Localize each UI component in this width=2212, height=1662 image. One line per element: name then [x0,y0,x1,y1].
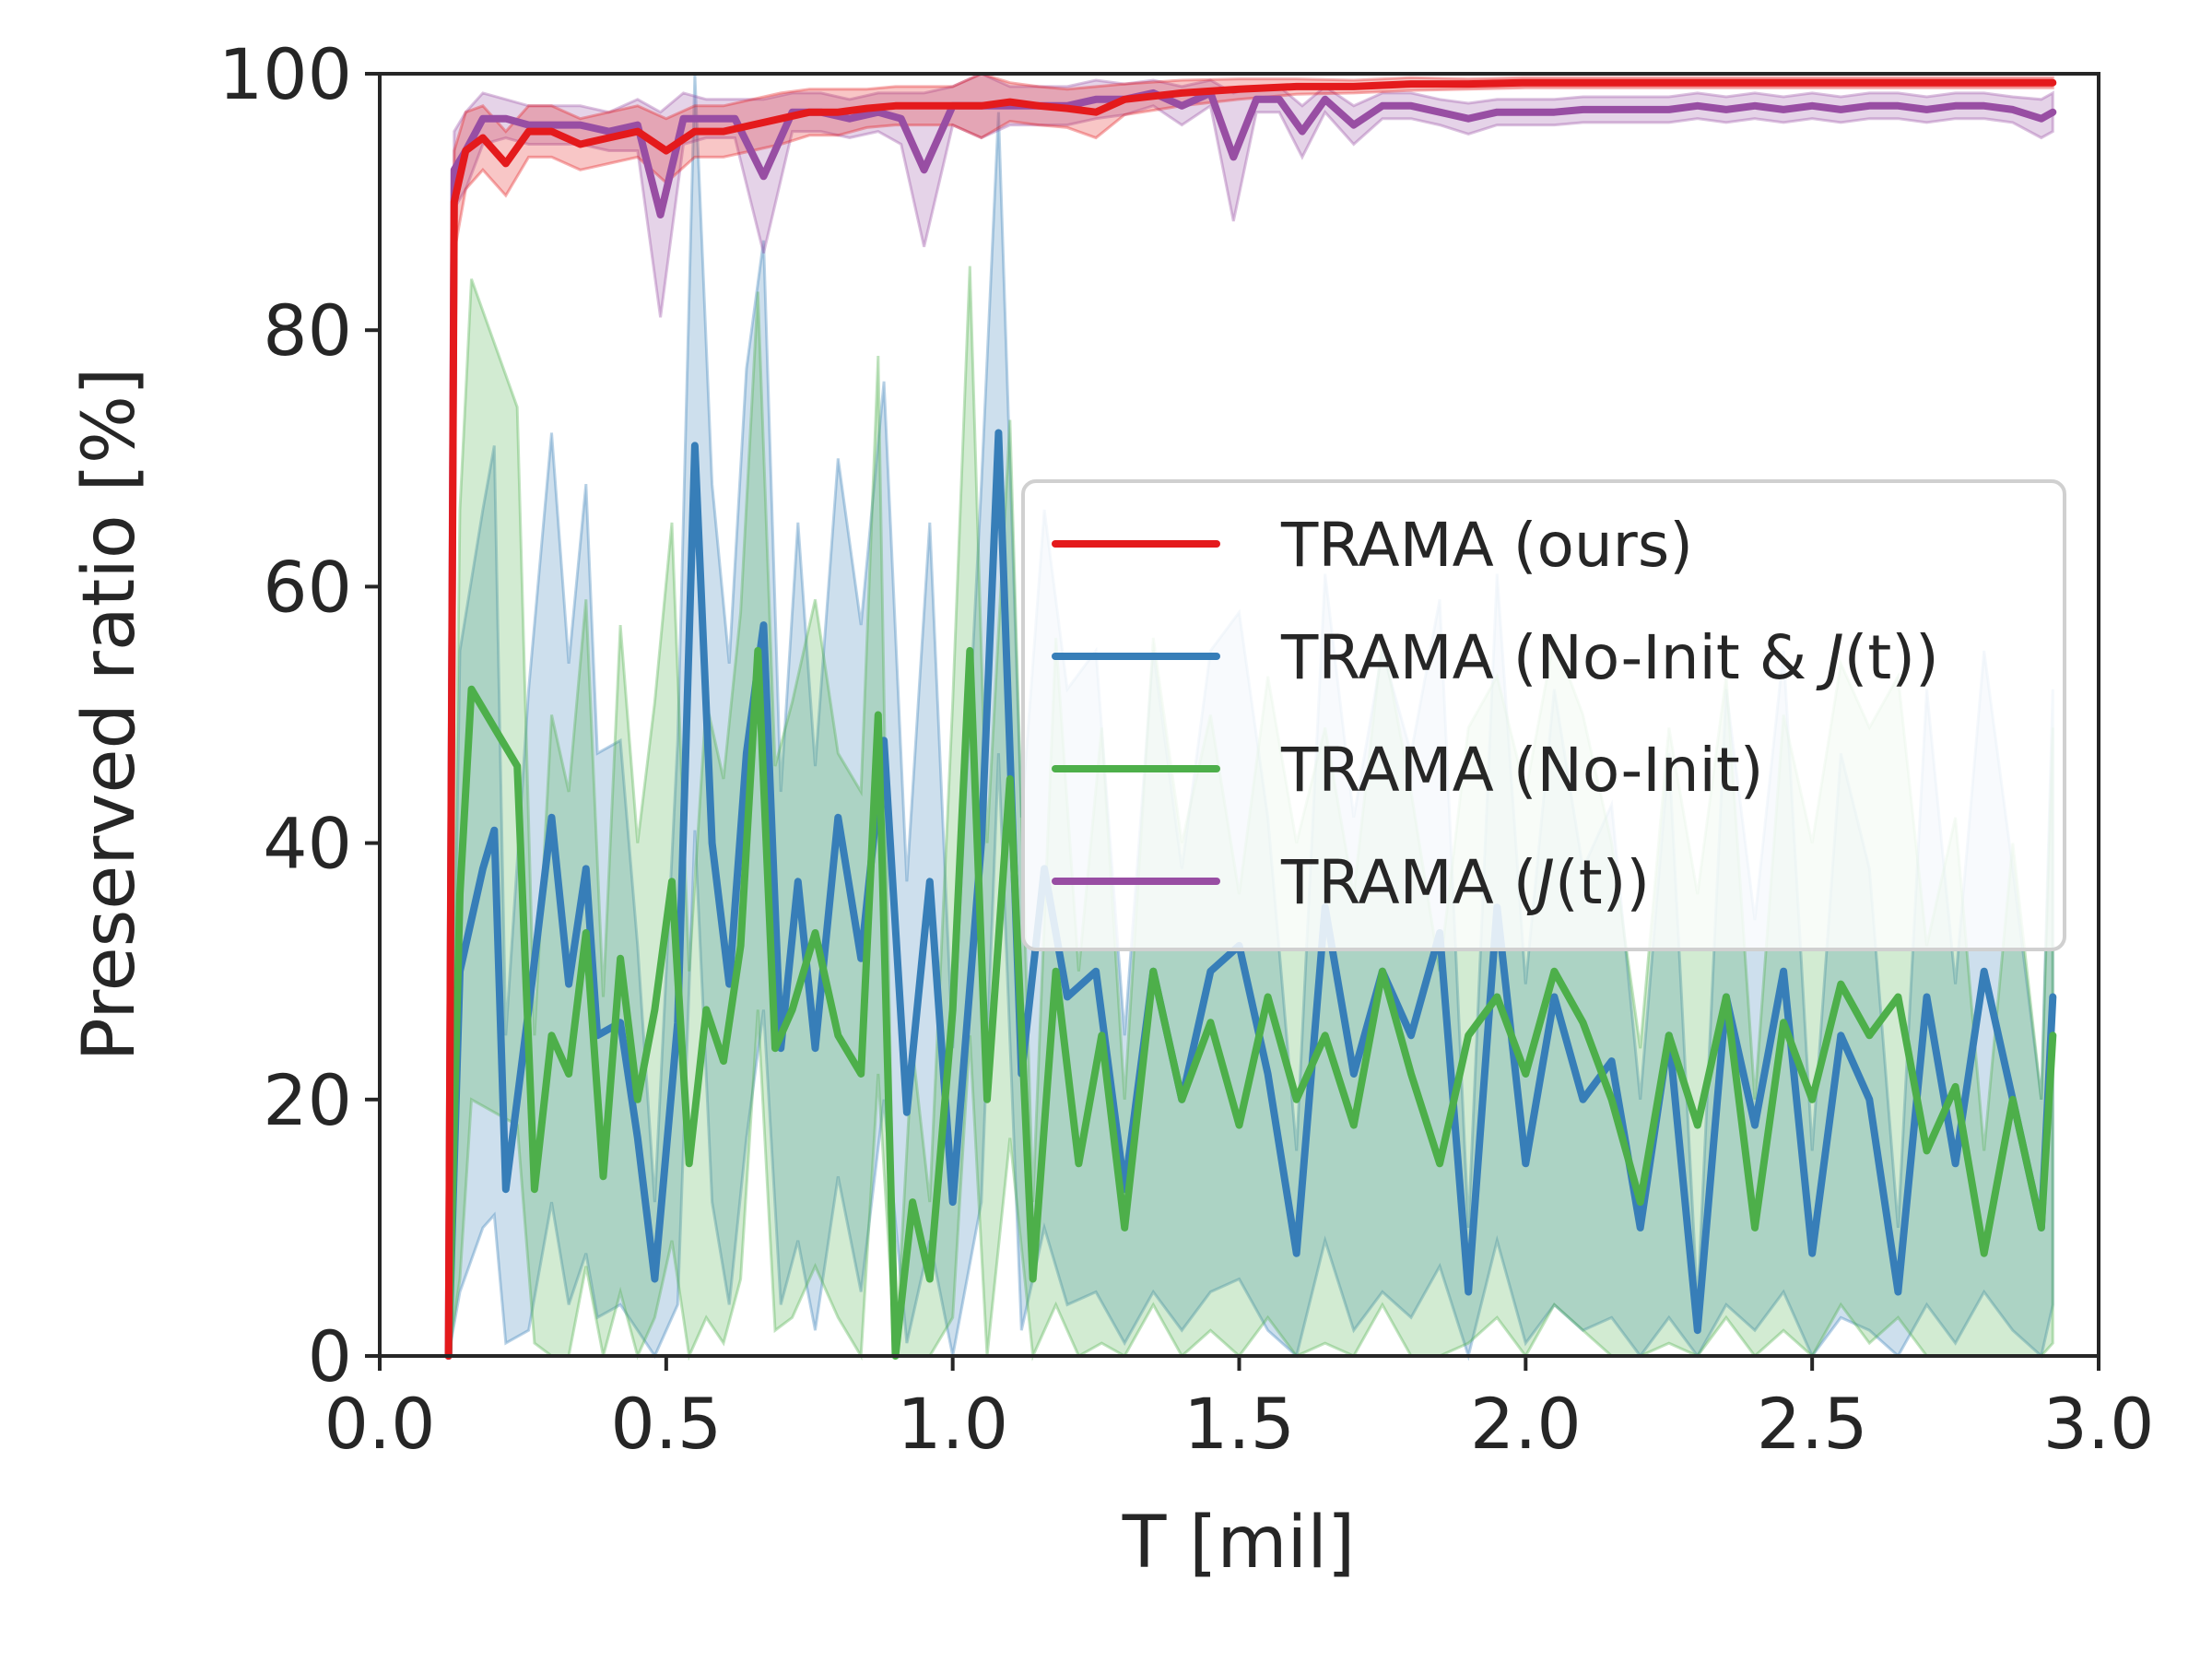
series-lines [444,78,2057,1360]
legend-label: TRAMA (J(t)) [1280,847,1650,918]
y-tick-label: 100 [218,33,352,115]
legend-label-suffix: (t)) [1555,847,1650,918]
x-tick-label: 3.0 [2043,1383,2155,1465]
x-tick-label: 0.0 [324,1383,436,1465]
y-tick-label: 80 [263,289,352,371]
x-tick-label: 0.5 [610,1383,722,1465]
series-line-0 [444,78,2057,1360]
x-tick-label: 2.5 [1757,1383,1868,1465]
y-tick-label: 60 [263,546,352,628]
x-tick-label: 1.0 [897,1383,1008,1465]
series-line-2 [444,646,2057,1360]
x-axis-ticks: 0.0 0.5 1.0 1.5 2.0 2.5 3.0 [324,1356,2155,1465]
legend-label: TRAMA (No-Init) [1280,735,1764,806]
y-tick-label: 20 [263,1059,352,1141]
legend-box [1021,479,2066,951]
y-tick-label: 40 [263,803,352,885]
x-axis-label: T [mil] [1122,1502,1356,1585]
legend: TRAMA (ours)TRAMA (No-Init & J(t))TRAMA … [1021,479,2066,951]
legend-label: TRAMA (No-Init & J(t)) [1280,622,1939,693]
y-axis-label: Preserved ratio [%] [68,368,151,1062]
legend-label: TRAMA (ours) [1280,510,1693,581]
legend-label-text: TRAMA (No-Init) [1280,735,1764,806]
legend-label-suffix: (t)) [1844,622,1939,693]
series-line-3 [444,88,2057,1360]
x-tick-label: 1.5 [1183,1383,1295,1465]
legend-label-text: TRAMA (ours) [1280,510,1693,581]
legend-label-text: TRAMA (No-Init & [1280,622,1826,693]
x-tick-label: 2.0 [1470,1383,1582,1465]
y-axis-ticks: 0 20 40 60 80 100 [218,33,380,1397]
legend-label-text: TRAMA ( [1280,847,1536,918]
y-tick-label: 0 [308,1315,352,1397]
